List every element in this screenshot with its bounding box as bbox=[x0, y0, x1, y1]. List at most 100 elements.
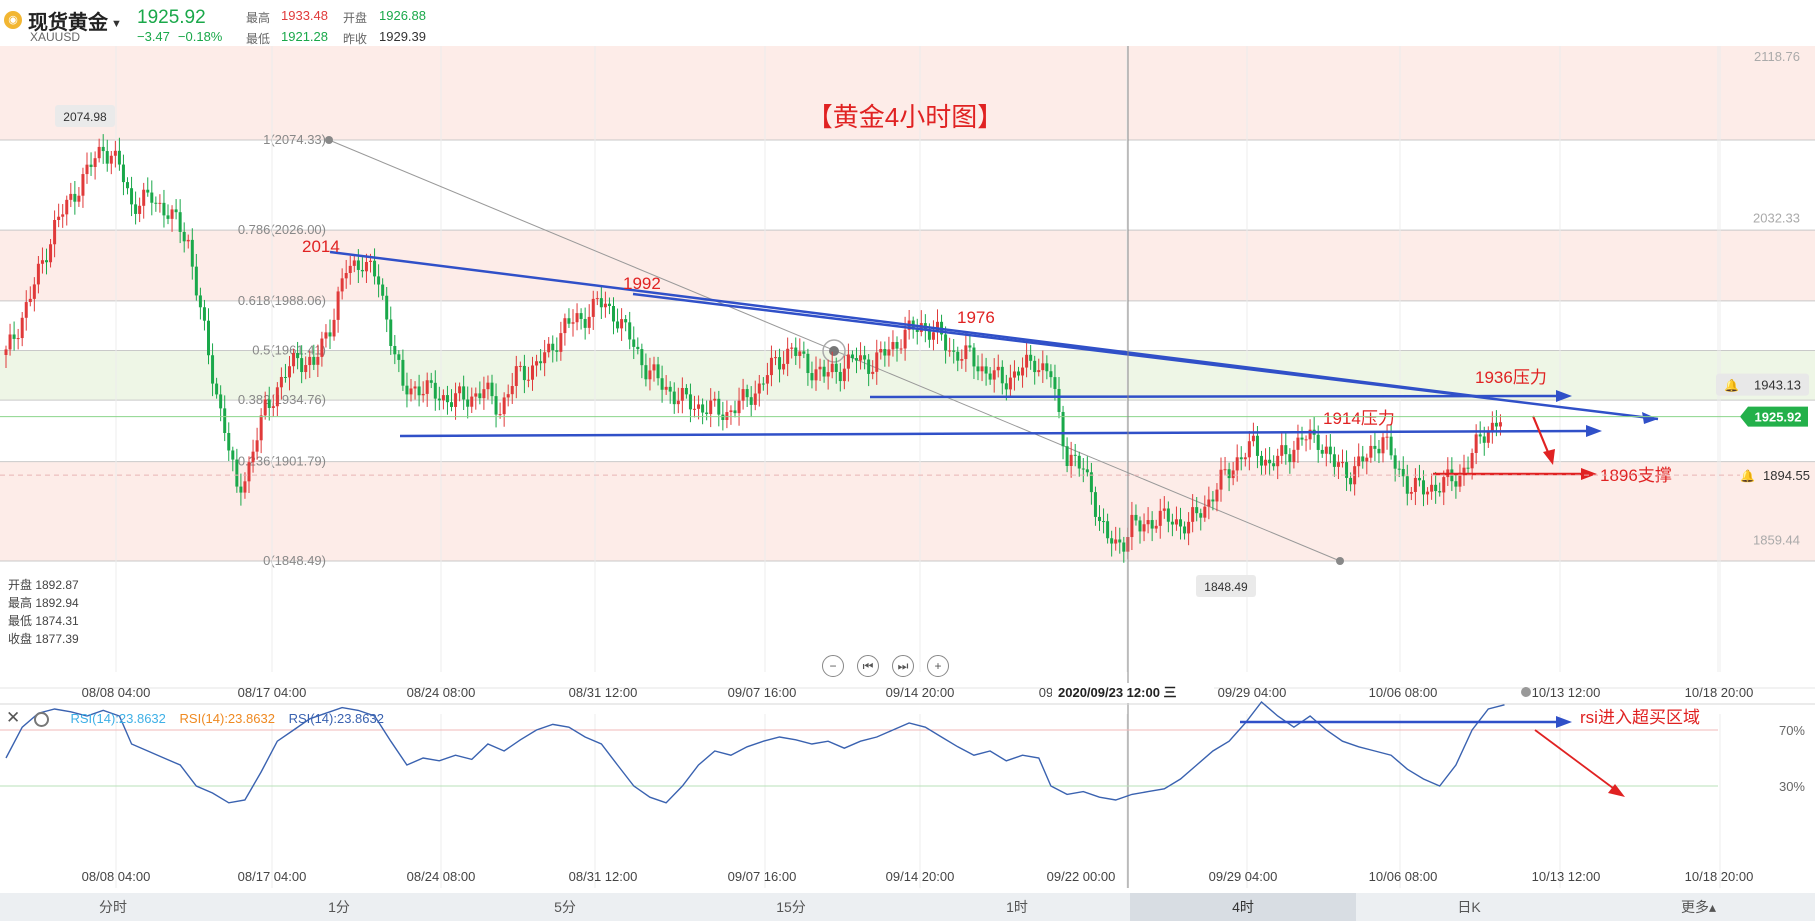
trendline-2014 bbox=[329, 250, 1491, 400]
fib-label: 1(2074.33) bbox=[263, 132, 326, 147]
candle-body bbox=[1053, 377, 1057, 389]
candle-body bbox=[1085, 469, 1089, 473]
instrument-selector[interactable]: 现货黄金 ▼ bbox=[28, 6, 122, 35]
tab-daily[interactable]: 日K bbox=[1457, 899, 1481, 915]
candle-body bbox=[1405, 476, 1409, 494]
candle-body bbox=[1077, 455, 1081, 469]
candle-body bbox=[312, 356, 316, 365]
tab-15min[interactable]: 15分 bbox=[776, 899, 806, 915]
candle-body bbox=[1434, 484, 1438, 492]
rsi-x-tick-label: 08/31 12:00 bbox=[569, 869, 638, 884]
candle-body bbox=[855, 358, 858, 361]
candle-body bbox=[377, 276, 381, 285]
candle-body bbox=[1093, 492, 1097, 517]
candle-body bbox=[1029, 354, 1033, 361]
candle-body bbox=[1349, 477, 1353, 485]
candle-body bbox=[235, 459, 239, 487]
candle-body bbox=[190, 239, 194, 267]
candle-body bbox=[401, 359, 405, 386]
candle-body bbox=[170, 209, 174, 219]
gold-coin-icon: ◉ bbox=[4, 11, 22, 29]
candle-body bbox=[1110, 538, 1114, 544]
close-icon[interactable]: ✕ bbox=[6, 708, 21, 727]
candle-body bbox=[1065, 446, 1069, 466]
annot-2014: 2014 bbox=[302, 237, 340, 256]
candle-body bbox=[324, 332, 328, 339]
candle-body bbox=[826, 372, 830, 377]
candle-body bbox=[871, 371, 875, 374]
candle-body bbox=[1033, 360, 1037, 373]
candle-body bbox=[474, 393, 478, 397]
candle-body bbox=[482, 389, 486, 399]
candle-body bbox=[1183, 526, 1187, 534]
rsi-x-tick-label: 08/24 08:00 bbox=[407, 869, 476, 884]
ohlc-low: 最低 1874.31 bbox=[8, 614, 79, 628]
caret-down-icon: ▼ bbox=[111, 17, 122, 30]
candle-body bbox=[765, 375, 769, 384]
candle-body bbox=[364, 261, 368, 272]
x-tick-label: 09/29 04:00 bbox=[1218, 685, 1287, 700]
candle-body bbox=[1142, 524, 1146, 532]
zoom-out-button[interactable]: − bbox=[822, 655, 844, 677]
high-extreme-label: 2074.98 bbox=[63, 110, 107, 124]
candle-body bbox=[769, 357, 773, 376]
candle-body bbox=[688, 394, 692, 410]
scroll-end-button[interactable]: ⏭ bbox=[892, 655, 914, 677]
low-extreme-label-bg bbox=[1196, 575, 1256, 597]
scroll-start-button[interactable]: ⏮ bbox=[857, 655, 879, 677]
candle-body bbox=[478, 393, 482, 399]
candle-body bbox=[1089, 472, 1093, 493]
candle-body bbox=[267, 399, 271, 409]
tab-1hour[interactable]: 1时 bbox=[1006, 899, 1028, 915]
candle-body bbox=[1114, 539, 1118, 544]
candle-body bbox=[648, 370, 652, 380]
candle-body bbox=[996, 366, 1000, 371]
candle-body bbox=[676, 400, 680, 405]
candle-body bbox=[931, 332, 935, 340]
candle-body bbox=[802, 351, 806, 354]
candle-body bbox=[1025, 354, 1029, 368]
candle-body bbox=[506, 394, 510, 398]
candle-body bbox=[8, 334, 12, 350]
candle-body bbox=[1061, 411, 1065, 447]
candle-body bbox=[207, 320, 210, 356]
tab-intraday[interactable]: 分时 bbox=[99, 899, 127, 915]
candle-body bbox=[126, 182, 129, 189]
candle-body bbox=[680, 387, 684, 401]
candle-body bbox=[761, 383, 765, 385]
candle-body bbox=[757, 383, 761, 394]
candle-body bbox=[684, 387, 688, 395]
low-value: 1921.28 bbox=[281, 29, 328, 44]
line-1914-arrowhead bbox=[1586, 425, 1602, 437]
candle-body bbox=[1227, 469, 1231, 479]
candle-body bbox=[1336, 462, 1340, 467]
candle-body bbox=[968, 345, 972, 348]
zoom-in-button[interactable]: + bbox=[927, 655, 949, 677]
low-extreme-label: 1848.49 bbox=[1204, 580, 1248, 594]
candle-body bbox=[1462, 467, 1466, 473]
candle-body bbox=[389, 319, 393, 346]
x-tick-label: 10/06 08:00 bbox=[1369, 685, 1438, 700]
rsi-x-tick-label: 09/22 00:00 bbox=[1047, 869, 1116, 884]
tab-5min[interactable]: 5分 bbox=[554, 899, 576, 915]
high-value: 1933.48 bbox=[281, 8, 328, 23]
candle-body bbox=[713, 398, 717, 401]
tab-more[interactable]: 更多▴ bbox=[1680, 899, 1717, 915]
tab-1min[interactable]: 1分 bbox=[328, 899, 350, 915]
high-label: 最高 bbox=[246, 11, 271, 25]
candle-body bbox=[1255, 435, 1259, 456]
candle-body bbox=[737, 400, 741, 414]
rsi-forecast-arrowhead bbox=[1608, 784, 1625, 797]
rsi-arrowhead bbox=[1556, 716, 1572, 728]
candle-body bbox=[373, 260, 377, 277]
candle-body bbox=[73, 193, 77, 202]
candle-body bbox=[693, 408, 696, 410]
gear-icon[interactable] bbox=[33, 712, 49, 728]
candle-body bbox=[101, 146, 105, 152]
tab-4hour[interactable]: 4时 bbox=[1130, 893, 1356, 921]
alert-tag-bg bbox=[1716, 373, 1809, 396]
candle-body bbox=[624, 319, 628, 323]
candle-body bbox=[948, 350, 952, 352]
candle-body bbox=[725, 412, 729, 420]
